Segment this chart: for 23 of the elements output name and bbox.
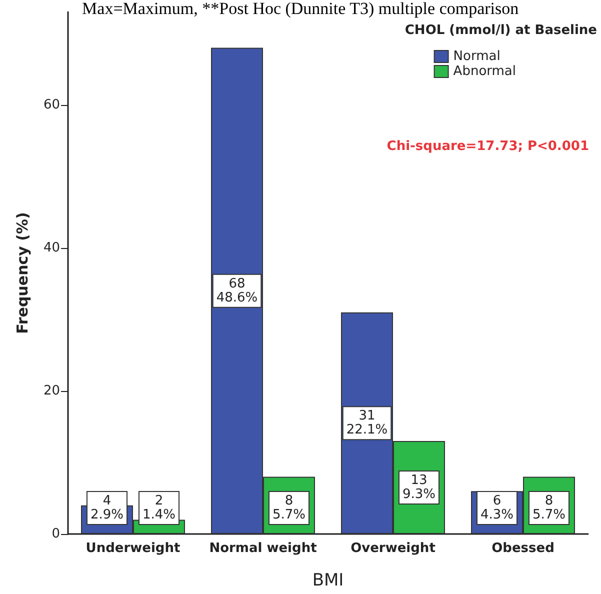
x-tick-label: Underweight <box>86 541 180 556</box>
data-label: 4 2.9% <box>90 494 124 522</box>
y-tick-label: 0 <box>52 526 60 542</box>
legend-label: Abnormal <box>453 64 516 79</box>
data-label: 6 4.3% <box>480 494 514 522</box>
y-axis-title: Frequency (%) <box>14 212 32 334</box>
data-label: 68 48.6% <box>216 276 258 306</box>
y-tick-label: 40 <box>43 240 60 256</box>
legend-label: Normal <box>453 49 500 64</box>
y-tick-label: 20 <box>43 383 60 398</box>
data-label: 13 9.3% <box>402 473 436 502</box>
data-label: 31 22.1% <box>346 408 388 438</box>
x-tick-label: Overweight <box>350 541 436 556</box>
x-axis-title: BMI <box>312 570 344 590</box>
x-tick-label: Obessed <box>492 541 554 556</box>
x-tick-label: Normal weight <box>209 541 317 556</box>
data-label: 8 5.7% <box>272 494 306 522</box>
annotation: Max=Maximum, **Post Hoc (Dunnite T3) multiple comparison <box>82 0 520 18</box>
data-label: 8 5.7% <box>532 494 566 522</box>
legend-title: CHOL (mmol/l) at Baseline <box>404 23 598 38</box>
annotation: Chi-square=17.73; P<0.001 <box>386 139 590 154</box>
data-label: 2 1.4% <box>142 494 176 522</box>
y-tick-label: 60 <box>43 97 60 112</box>
